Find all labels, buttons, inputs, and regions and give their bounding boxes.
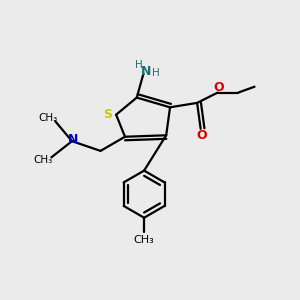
Text: CH₃: CH₃ — [34, 155, 53, 165]
Text: N: N — [68, 133, 79, 146]
Text: O: O — [213, 81, 224, 94]
Text: H: H — [152, 68, 160, 78]
Text: H: H — [135, 60, 143, 70]
Text: N: N — [140, 64, 151, 78]
Text: CH₃: CH₃ — [134, 235, 154, 245]
Text: O: O — [197, 129, 207, 142]
Text: S: S — [103, 108, 112, 121]
Text: CH₃: CH₃ — [38, 112, 58, 123]
